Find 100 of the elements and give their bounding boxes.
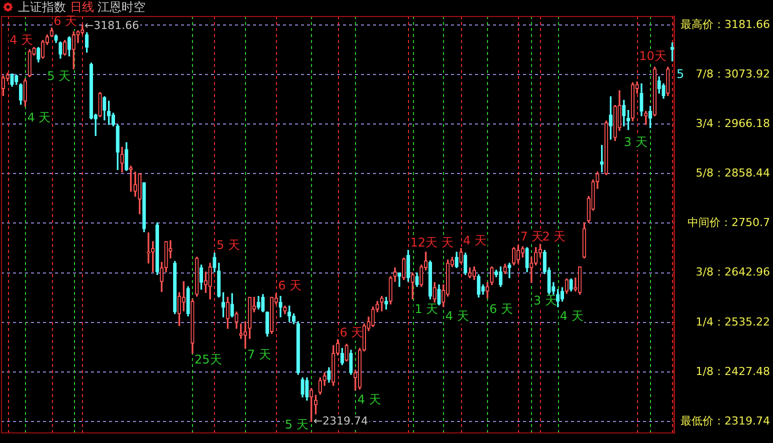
candlestick: [613, 104, 617, 142]
annotation: 25天: [194, 352, 222, 366]
candlestick: [402, 258, 406, 280]
candlestick: [89, 62, 94, 120]
annotation: 6 天: [278, 278, 302, 293]
y-tick-label: 1/4：2535.22: [696, 315, 770, 328]
candlestick: [384, 296, 388, 310]
annotation: 4 天: [560, 308, 584, 323]
y-tick-label: 最高价：3181.66: [680, 18, 770, 31]
candlestick: [199, 264, 204, 290]
candlestick: [142, 182, 146, 232]
chart-title: 上证指数 日线 江恩时空: [18, 0, 146, 14]
candlestick: [239, 324, 243, 339]
annotation: 4 天: [357, 392, 381, 406]
candlestick: [318, 377, 322, 395]
candlestick: [476, 274, 480, 298]
candlestick: [564, 278, 568, 294]
candlestick: [98, 92, 102, 118]
candlestick: [630, 82, 635, 122]
candlestick: [410, 272, 414, 300]
annotation: 3 天: [624, 134, 648, 149]
candlestick: [23, 78, 28, 107]
y-tick-label: 中间价：2750.7: [688, 216, 770, 230]
candlestick: [151, 241, 155, 272]
candlestick: [626, 110, 630, 130]
candlestick: [138, 174, 142, 214]
candlestick: [604, 120, 608, 176]
annotation: 4 天: [463, 234, 486, 248]
candlestick: [437, 284, 441, 306]
candlestick: [265, 312, 270, 337]
annotation: 1 天: [414, 302, 438, 316]
annotation: 2 天: [542, 229, 566, 244]
annotation: ←3181.66: [84, 18, 140, 32]
candlestick: [18, 83, 23, 105]
candlestick: [146, 232, 150, 264]
candlestick: [560, 287, 564, 302]
candlestick: [670, 42, 674, 62]
annotation: 3 天: [533, 294, 557, 308]
annotation: 5 天: [284, 418, 308, 432]
candlestick: [120, 146, 124, 172]
candlestick: [72, 31, 76, 70]
candlestick: [415, 272, 419, 287]
candlestick: [195, 256, 199, 297]
candlestick: [190, 298, 194, 354]
candlestick: [256, 296, 260, 310]
candlestick: [349, 350, 353, 375]
candlestick: [296, 321, 300, 375]
candlestick: [512, 247, 516, 266]
candlestick: [498, 266, 502, 287]
candlestick: [525, 247, 529, 272]
y-tick-label: 3/4：2966.18: [696, 116, 770, 130]
annotation: 10天: [639, 48, 666, 63]
candlestick: [305, 377, 309, 401]
candlestick: [177, 292, 182, 326]
candlestick: [569, 278, 573, 292]
candlestick: [111, 112, 116, 126]
candlestick: [10, 74, 14, 87]
candlestick: [582, 222, 586, 258]
y-tick-label: 5/8：2858.44: [696, 166, 770, 180]
candlestick: [520, 246, 524, 258]
candlestick: [464, 252, 468, 275]
candlestick: [116, 124, 120, 170]
candlestick: [340, 348, 344, 366]
candlestick: [652, 66, 657, 116]
candlestick: [666, 66, 670, 96]
candlestick: [248, 296, 252, 339]
candlestick: [58, 41, 62, 59]
candlestick: [578, 266, 582, 295]
candlestick: [388, 276, 392, 304]
candlestick: [234, 312, 238, 329]
candlestick: [155, 222, 160, 275]
annotation: 6 天: [489, 302, 513, 316]
candlestick: [322, 372, 326, 386]
candlestick: [102, 96, 106, 120]
candlestick: [428, 260, 432, 300]
candlestick: [270, 296, 274, 334]
candlestick: [300, 377, 304, 398]
annotation: 4 天: [27, 110, 51, 124]
candlestick: [393, 267, 397, 282]
candlestick: [173, 260, 177, 314]
y-tick-label: 1/8：2427.48: [696, 364, 770, 378]
candlestick: [662, 83, 666, 99]
candlestick: [371, 306, 375, 327]
annotation: 12天 天: [410, 235, 454, 250]
annotation: 5 天: [47, 69, 71, 84]
annotation: 6 天: [340, 326, 364, 340]
candlestick: [468, 267, 472, 278]
annotation: 5 天: [216, 238, 240, 252]
candlestick: [208, 262, 212, 300]
text: 5: [676, 66, 684, 81]
annotation: ←2319.74: [313, 414, 368, 428]
candlestick: [503, 264, 507, 274]
annotation: 4 天: [445, 308, 469, 323]
annotation: 7 天: [247, 347, 271, 362]
candlestick: [420, 264, 424, 287]
annotation: 6 天: [54, 14, 78, 28]
candlestick: [600, 144, 604, 172]
candlestick: [261, 294, 265, 312]
candlestick: [398, 272, 402, 287]
candlestick: [54, 34, 58, 44]
